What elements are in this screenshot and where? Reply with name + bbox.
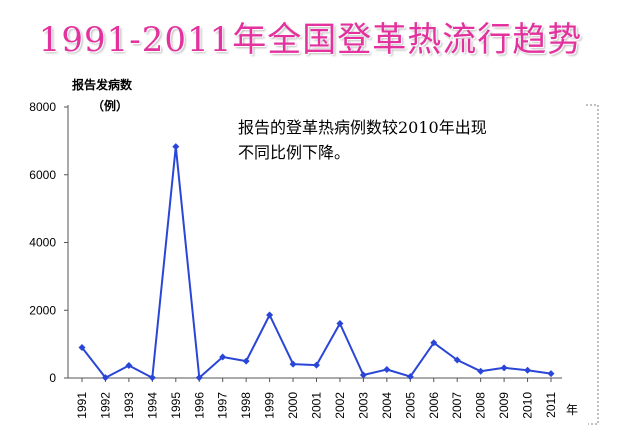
data-point — [219, 353, 227, 361]
y-tick-label: 2000 — [29, 303, 56, 317]
data-point — [359, 371, 367, 379]
x-tick-label: 1991 — [75, 392, 89, 419]
x-tick-label: 1995 — [169, 392, 183, 419]
dotted-bracket — [586, 104, 599, 425]
x-axis-ticks: 1991 1992 1993 1994 1995 1996 1997 1998 1999 2000… — [75, 378, 558, 419]
x-tick-label: 2007 — [450, 392, 464, 419]
x-tick-label: 1998 — [239, 392, 253, 419]
y-tick-label: 0 — [49, 371, 56, 385]
y-tick-label: 6000 — [29, 168, 56, 182]
x-tick-label: 1994 — [145, 392, 159, 419]
data-point — [524, 366, 532, 374]
x-tick-label: 2005 — [403, 392, 417, 419]
data-point — [453, 356, 461, 364]
slide-title: 1991-2011年全国登革热流行趋势 — [38, 20, 583, 60]
data-point — [383, 366, 391, 374]
data-point — [406, 373, 414, 381]
x-tick-label: 1992 — [98, 392, 112, 419]
x-tick-label: 2004 — [380, 392, 394, 419]
data-point — [547, 370, 555, 378]
x-tick-label: 2006 — [427, 392, 441, 419]
x-tick-label: 1996 — [192, 392, 206, 419]
x-tick-label: 2009 — [497, 392, 511, 419]
x-tick-label: 2003 — [356, 392, 370, 419]
data-point — [195, 374, 203, 382]
y-axis-label-line-1: 报告发病数 — [72, 77, 133, 92]
x-tick-label: 2000 — [286, 392, 300, 419]
data-point — [500, 364, 508, 372]
x-tick-label: 2010 — [521, 392, 535, 419]
x-tick-label: 1997 — [216, 392, 230, 419]
y-axis-label-line-2: （例） — [92, 98, 128, 113]
data-point — [125, 361, 133, 369]
y-tick-label: 8000 — [29, 100, 56, 114]
y-tick-label: 4000 — [29, 236, 56, 250]
x-tick-label: 2001 — [310, 392, 324, 419]
data-point — [336, 319, 344, 327]
data-point — [78, 344, 86, 352]
series-line — [81, 145, 552, 379]
data-point — [313, 361, 320, 369]
x-tick-label: 2002 — [333, 392, 347, 419]
data-point — [101, 374, 109, 382]
y-axis-label: 报告发病数 （例） — [72, 77, 133, 113]
x-axis-unit: 年 — [566, 403, 578, 417]
x-tick-label: 2008 — [474, 392, 488, 419]
data-point — [430, 339, 438, 347]
data-point — [266, 311, 274, 319]
annotation-line-2: 不同比例下降。 — [238, 143, 350, 162]
data-point — [172, 143, 180, 151]
series-group — [78, 143, 555, 382]
data-point — [289, 360, 297, 368]
data-point — [242, 357, 250, 365]
x-tick-label: 1993 — [122, 392, 136, 419]
data-point — [148, 374, 156, 382]
x-tick-label: 1999 — [263, 392, 277, 419]
y-axis-ticks: 0 2000 4000 6000 8000 — [29, 100, 68, 385]
data-point — [477, 367, 485, 375]
x-tick-label: 2011 — [544, 392, 558, 418]
annotation-line-1: 报告的登革热病例数较2010年出现 — [238, 118, 487, 137]
annotation: 报告的登革热病例数较2010年出现 不同比例下降。 — [238, 118, 487, 162]
